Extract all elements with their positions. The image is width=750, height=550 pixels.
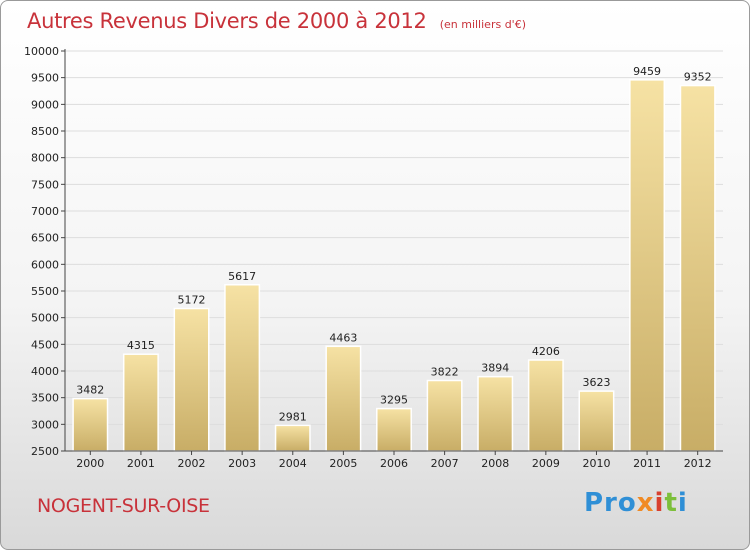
- bar-2008: [477, 375, 514, 452]
- y-tick-label: 3000: [31, 418, 59, 431]
- data-label-2011: 9459: [633, 65, 661, 78]
- x-tick-label: 2002: [178, 457, 206, 470]
- y-tick-label: 5000: [31, 312, 59, 325]
- x-tick-label: 2012: [684, 457, 712, 470]
- bars: [72, 79, 716, 452]
- x-tick-label: 2000: [76, 457, 104, 470]
- city-name: NOGENT-SUR-OISE: [37, 495, 210, 517]
- grid: [65, 50, 723, 425]
- y-tick-label: 5500: [31, 285, 59, 298]
- data-label-2009: 4206: [532, 345, 560, 358]
- y-tick-label: 8500: [31, 125, 59, 138]
- logo-part: i: [677, 488, 688, 518]
- bar-2003: [224, 284, 261, 452]
- bar-2009: [527, 359, 564, 452]
- bar-2006: [376, 407, 412, 452]
- data-label-2008: 3894: [481, 362, 509, 375]
- y-tick-label: 8000: [31, 152, 59, 165]
- logo-part: i: [654, 488, 665, 518]
- y-tick-label: 6500: [31, 232, 59, 245]
- data-label-2006: 3295: [380, 394, 408, 407]
- y-tick-label: 7000: [31, 205, 59, 218]
- x-tick-label: 2007: [431, 457, 459, 470]
- data-label-2005: 4463: [329, 331, 357, 344]
- y-tick-label: 9500: [31, 72, 59, 85]
- x-tick-label: 2008: [481, 457, 509, 470]
- bar-2004: [274, 424, 311, 452]
- bar-2000: [72, 397, 109, 452]
- bar-2010: [578, 390, 615, 452]
- chart-title-text: Autres Revenus Divers de 2000 à 2012: [27, 9, 427, 33]
- y-tick-label: 4000: [31, 365, 59, 378]
- x-tick-label: 2004: [279, 457, 307, 470]
- bar-2005: [325, 345, 362, 452]
- x-tick-label: 2006: [380, 457, 408, 470]
- x-tick-label: 2011: [633, 457, 661, 470]
- y-tick-label: 3500: [31, 392, 59, 405]
- y-tick-label: 2500: [31, 445, 59, 458]
- logo-part: Pro: [584, 488, 637, 518]
- chart-title: Autres Revenus Divers de 2000 à 2012 (en…: [27, 9, 526, 33]
- y-tick-label: 10000: [24, 45, 59, 58]
- x-tick-label: 2001: [127, 457, 155, 470]
- x-tick-label: 2009: [532, 457, 560, 470]
- bar-2001: [122, 353, 159, 452]
- y-tick-label: 9000: [31, 98, 59, 111]
- bar-2012: [679, 84, 716, 452]
- y-tick-label: 4500: [31, 338, 59, 351]
- x-tick-label: 2010: [582, 457, 610, 470]
- data-label-2004: 2981: [279, 410, 307, 423]
- proxiti-logo: Proxiti: [584, 488, 688, 518]
- data-labels: 3482 4315 5172 5617 2981 4463 3295 3822 3894 4206…: [76, 65, 711, 423]
- chart-subtitle: (en milliers d'€): [439, 18, 526, 31]
- data-label-2002: 5172: [178, 293, 206, 306]
- x-tick-label: 2005: [329, 457, 357, 470]
- logo-part: x: [636, 488, 655, 518]
- x-tick-label: 2003: [228, 457, 256, 470]
- y-tick-label: 7500: [31, 178, 59, 191]
- axes: 2500 3000 3500 4000 4500 5000 5500 6000 6500 7000…: [24, 45, 723, 470]
- logo-part: t: [664, 488, 678, 518]
- data-label-2012: 9352: [684, 71, 712, 84]
- data-label-2003: 5617: [228, 270, 256, 283]
- bar-2007: [426, 379, 463, 452]
- data-label-2007: 3822: [431, 365, 459, 378]
- bar-2011: [629, 79, 666, 452]
- y-tick-label: 6000: [31, 258, 59, 271]
- data-label-2000: 3482: [76, 384, 104, 397]
- data-label-2010: 3623: [582, 376, 610, 389]
- data-label-2001: 4315: [127, 339, 155, 352]
- bar-2002: [173, 307, 210, 452]
